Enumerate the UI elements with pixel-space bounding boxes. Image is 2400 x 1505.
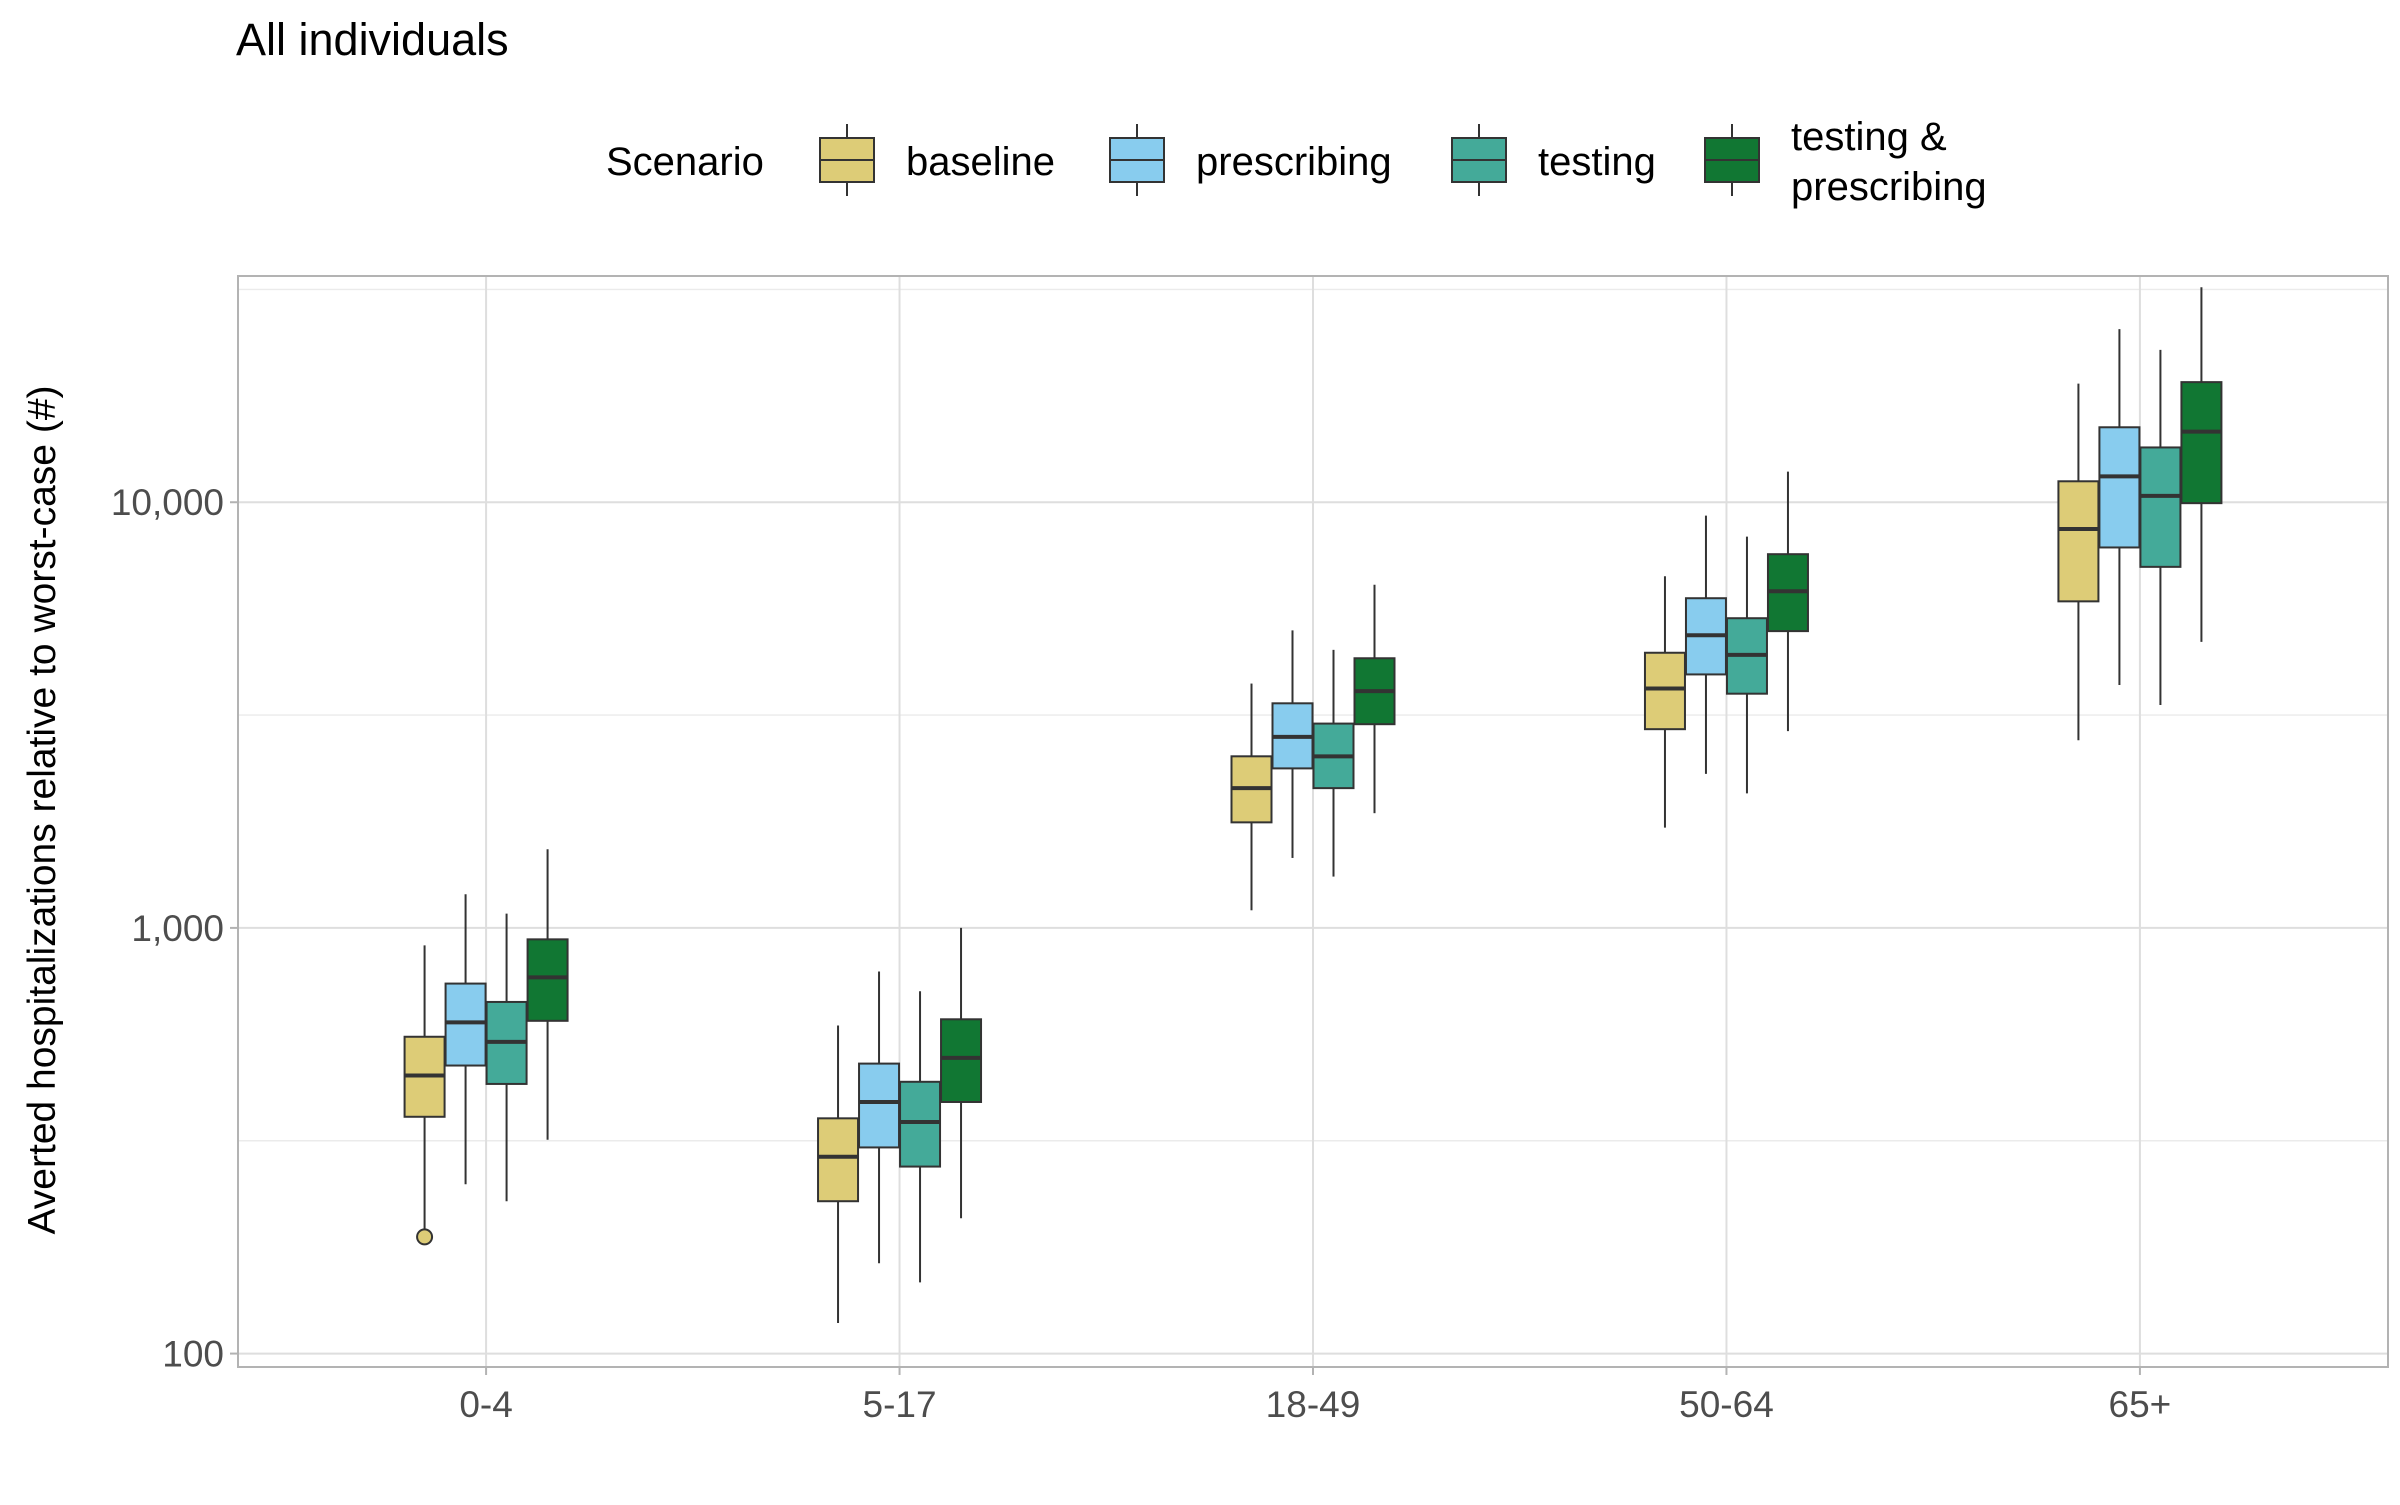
box-iqr bbox=[2057, 480, 2100, 603]
box-iqr bbox=[526, 938, 569, 1022]
box-iqr bbox=[2180, 381, 2223, 505]
box-testing-prescribing-5-17 bbox=[940, 927, 983, 1219]
outlier-point bbox=[416, 1228, 434, 1246]
box-baseline-65+ bbox=[2057, 383, 2100, 741]
box-iqr bbox=[817, 1117, 860, 1203]
y-tick-label: 100 bbox=[162, 1334, 224, 1375]
box-baseline-0-4 bbox=[403, 945, 446, 1246]
legend-item-testing: testing bbox=[1451, 124, 1656, 196]
box-testing-prescribing-50-64 bbox=[1766, 471, 1809, 732]
legend-title: Scenario bbox=[606, 140, 764, 184]
box-prescribing-18-49 bbox=[1271, 630, 1314, 858]
chart-title: All individuals bbox=[236, 14, 509, 65]
box-testing-65+ bbox=[2139, 349, 2182, 705]
legend-label: baseline bbox=[906, 140, 1055, 184]
x-tick-label: 18-49 bbox=[1266, 1384, 1361, 1425]
legend-label: prescribing bbox=[1196, 140, 1392, 184]
box-testing-5-17 bbox=[899, 991, 942, 1283]
box-prescribing-50-64 bbox=[1684, 515, 1727, 774]
box-iqr bbox=[2139, 446, 2182, 568]
box-testing-prescribing-18-49 bbox=[1353, 584, 1396, 814]
box-iqr bbox=[444, 982, 487, 1067]
legend: Scenario baseline prescribing testing testi… bbox=[606, 115, 1987, 209]
legend-item-prescribing: prescribing bbox=[1109, 124, 1392, 196]
box-testing-prescribing-65+ bbox=[2180, 287, 2223, 642]
box-baseline-50-64 bbox=[1643, 576, 1686, 828]
y-tick-label: 1,000 bbox=[131, 908, 224, 949]
box-iqr bbox=[1643, 651, 1686, 731]
box-iqr bbox=[940, 1018, 983, 1103]
y-tick-label: 10,000 bbox=[111, 482, 224, 523]
plot-area: 100 1,000 10,000 0-4 5-17 18-49 50-64 65+ bbox=[111, 275, 2389, 1425]
x-tick-label: 0-4 bbox=[459, 1384, 512, 1425]
box-iqr bbox=[899, 1080, 942, 1168]
box-testing-0-4 bbox=[485, 913, 528, 1202]
x-tick-label: 5-17 bbox=[863, 1384, 937, 1425]
box-prescribing-0-4 bbox=[444, 894, 487, 1185]
box-baseline-18-49 bbox=[1230, 683, 1273, 911]
box-testing-50-64 bbox=[1725, 536, 1768, 794]
legend-label: testing & prescribing bbox=[1791, 115, 1987, 209]
box-iqr bbox=[2098, 426, 2141, 549]
x-tick-label: 50-64 bbox=[1679, 1384, 1774, 1425]
y-axis-label: Averted hospitalizations relative to wor… bbox=[21, 386, 64, 1235]
box-testing-prescribing-0-4 bbox=[526, 849, 569, 1140]
box-iqr bbox=[858, 1062, 901, 1149]
box-baseline-5-17 bbox=[817, 1025, 860, 1323]
legend-item-testing_prescribing: testing & prescribing bbox=[1704, 115, 1987, 209]
legend-item-baseline: baseline bbox=[819, 124, 1055, 196]
box-prescribing-65+ bbox=[2098, 329, 2141, 686]
legend-label: testing bbox=[1538, 140, 1656, 184]
box-testing-18-49 bbox=[1312, 649, 1355, 877]
x-tick-label: 65+ bbox=[2109, 1384, 2172, 1425]
